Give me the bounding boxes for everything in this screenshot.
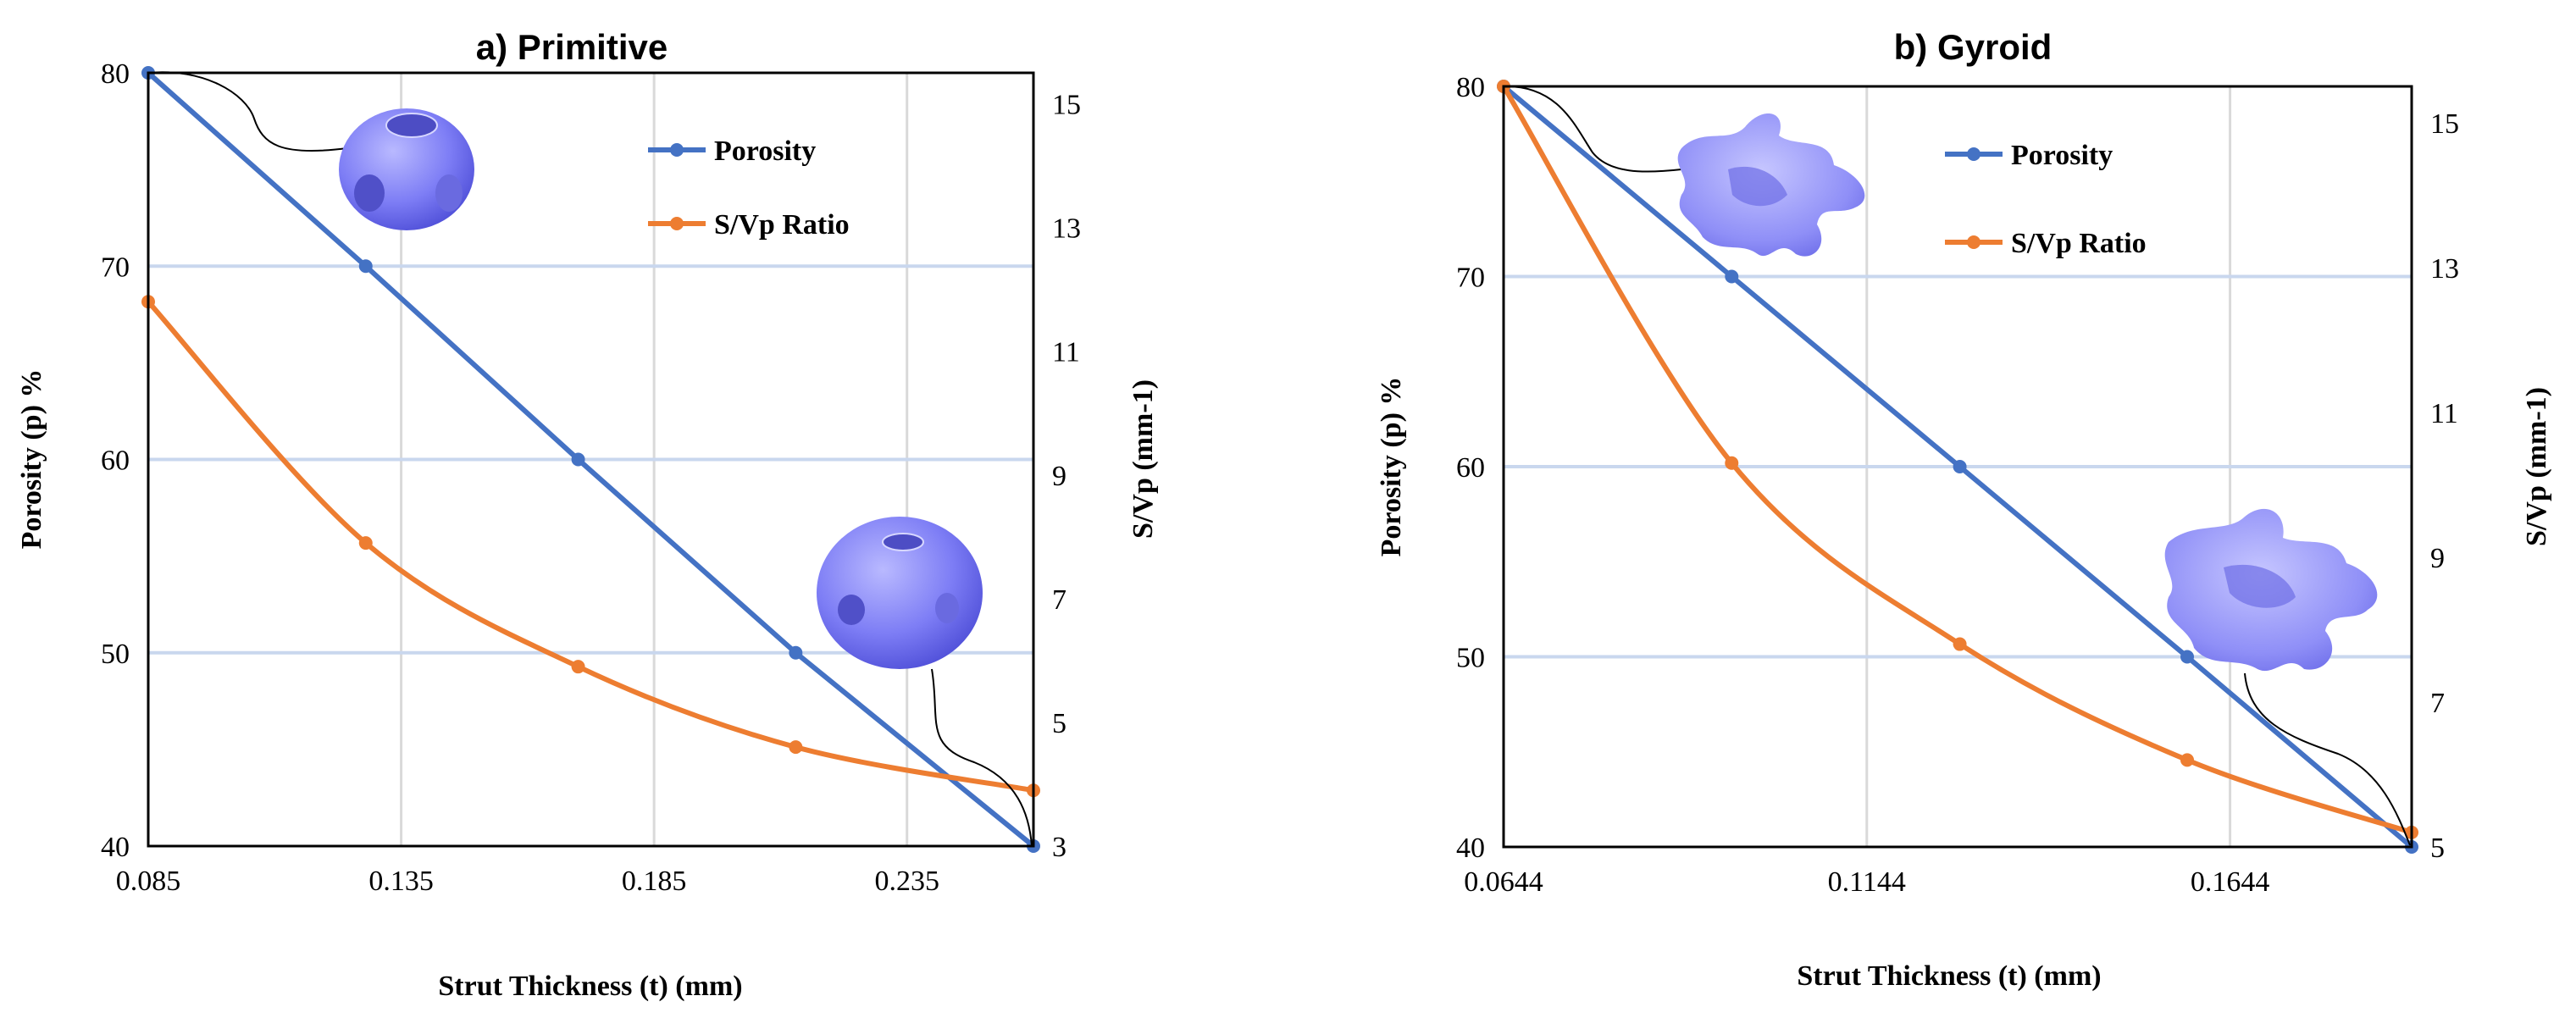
y2-tick-label: 5 [1052,708,1066,739]
legend: Porosity S/Vp Ratio [648,136,850,241]
data-point-s-vp-ratio [571,660,585,674]
data-point-s-vp-ratio [789,740,803,755]
panel-gyroid: b) Gyroid 0.0644 0.1144 0.1644 40 50 60 70 80 5 7… [1376,27,2552,992]
legend-label-svp: S/Vp Ratio [2011,228,2147,259]
y-tick-label: 70 [1456,263,1485,294]
data-point-porosity [789,645,803,660]
data-point-porosity [358,259,373,274]
leader-line [931,668,1033,847]
legend-marker-svp [1967,235,1980,249]
y2-tick-label: 13 [2430,253,2459,285]
data-point-porosity [1953,460,1967,473]
legend-label-svp: S/Vp Ratio [714,209,850,241]
y-tick-label: 70 [101,252,130,283]
x-tick-label: 0.1644 [2191,866,2270,898]
y-tick-label: 40 [1456,833,1485,864]
y-tick-label: 40 [101,832,130,863]
y-tick-label: 60 [101,445,130,477]
y-tick-label: 60 [1456,452,1485,484]
x-axis-label: Strut Thickness (t) (mm) [1797,960,2101,992]
leader-line [2244,672,2411,846]
y-axis-label: Porosity (p) % [16,369,47,550]
series-line-s-vp-ratio [1501,85,2413,835]
y-tick-label: 80 [101,58,130,90]
tick-layer: 0.0644 0.1144 0.1644 40 50 60 70 80 5 7 9 11 13 15 [1456,72,2459,898]
x-tick-label: 0.135 [368,866,434,897]
y-tick-label: 50 [101,639,130,670]
primitive-unit-cell-illustration [147,71,474,230]
x-tick-label: 0.085 [116,866,181,897]
y2-tick-label: 11 [1052,337,1080,368]
x-tick-label: 0.0644 [1464,866,1543,898]
plot-frame [147,71,1035,848]
data-point-s-vp-ratio [1953,637,1967,651]
y-axis-label: Porosity (p) % [1376,377,1407,557]
cell-pore [385,113,438,138]
panel-primitive: a) Primitive 0.085 0.135 0.185 0.235 40 50 60 7… [16,27,1159,1002]
leader-line [1503,85,1682,173]
data-point-s-vp-ratio [2180,753,2195,767]
y2-axis-label: S/Vp (mm-1) [2521,387,2552,546]
y2-axis-label: S/Vp (mm-1) [1127,379,1159,539]
gyroid-unit-cell-illustration [1503,85,1865,257]
chart-title: b) Gyroid [1894,27,2052,67]
y2-tick-label: 11 [2430,398,2458,429]
x-tick-label: 0.235 [874,866,939,897]
legend-label-porosity: Porosity [714,136,816,167]
leader-line [147,71,348,152]
cell-body [817,517,983,669]
gyroid-surface-shade [1728,166,1787,207]
data-point-s-vp-ratio [358,536,373,550]
tick-layer: 0.085 0.135 0.185 0.235 40 50 60 70 80 3 5 7 9 11 13 15 [101,58,1081,897]
y2-tick-label: 15 [1052,90,1081,121]
y2-tick-label: 9 [1052,461,1066,492]
y2-tick-label: 5 [2430,833,2445,864]
data-point-porosity [2180,650,2195,664]
y-tick-label: 50 [1456,643,1485,674]
x-tick-label: 0.1144 [1828,866,1906,898]
legend-marker-porosity [1967,147,1980,161]
y2-tick-label: 7 [2430,688,2445,719]
series-line-s-vp-ratio [146,300,1034,794]
legend-label-porosity: Porosity [2011,140,2113,171]
cell-pore [882,533,924,551]
y2-tick-label: 3 [1052,832,1066,863]
gyroid-surface-shade [2224,564,2296,608]
y2-tick-label: 7 [1052,584,1066,616]
cell-pore [435,174,463,212]
x-tick-label: 0.185 [622,866,687,897]
legend: Porosity S/Vp Ratio [1945,140,2147,259]
gyroid-unit-cell-illustration-thick [2164,508,2411,846]
y2-tick-label: 15 [2430,108,2459,140]
legend-marker-svp [670,217,684,230]
primitive-unit-cell-illustration-thick [817,517,1033,847]
data-point-porosity [1725,269,1739,284]
y-tick-label: 80 [1456,72,1485,103]
y2-tick-label: 13 [1052,213,1081,245]
plot-frame [1502,85,2413,849]
y2-tick-label: 9 [2430,543,2445,574]
x-axis-label: Strut Thickness (t) (mm) [438,971,742,1002]
cell-pore [838,595,865,625]
cell-pore [354,174,385,212]
legend-marker-porosity [670,143,684,157]
data-point-s-vp-ratio [1725,456,1739,470]
cell-pore [935,593,959,623]
data-point-porosity [571,452,585,467]
chart-title: a) Primitive [476,27,668,67]
